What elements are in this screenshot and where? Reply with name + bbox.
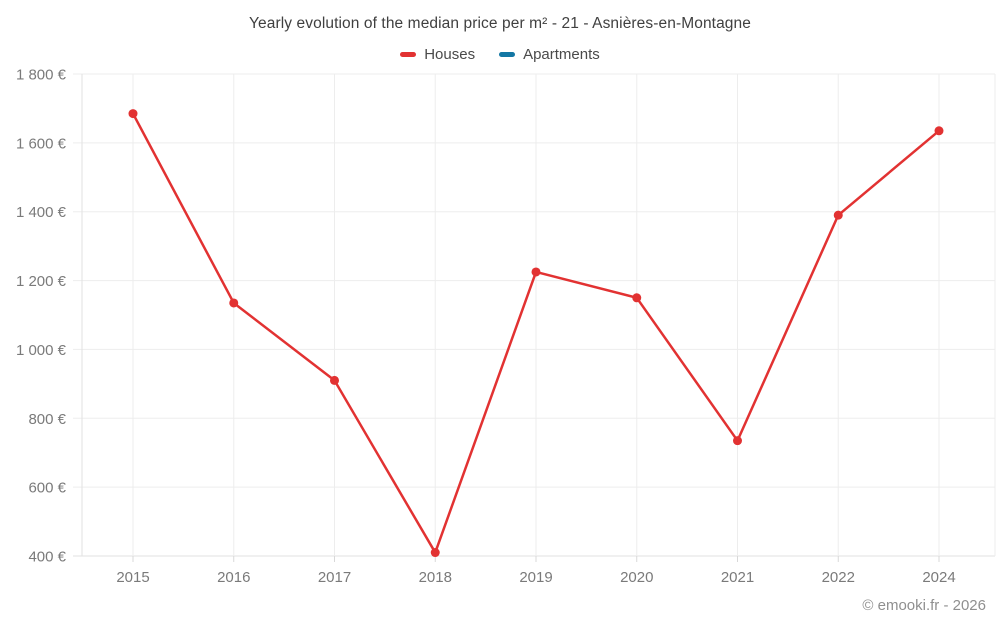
legend-item-apartments[interactable]: Apartments (499, 46, 600, 63)
x-axis-tick-label: 2015 (116, 569, 149, 586)
x-axis-tick-label: 2024 (922, 569, 955, 586)
chart-legend: Houses Apartments (0, 46, 1000, 63)
legend-item-houses[interactable]: Houses (400, 46, 475, 63)
data-point-houses[interactable] (430, 548, 440, 558)
houses-swatch-icon (400, 52, 417, 57)
data-point-houses[interactable] (733, 436, 742, 446)
y-axis-tick-label: 1 800 € (16, 67, 67, 84)
legend-label-houses: Houses (424, 46, 476, 63)
x-axis-tick-label: 2020 (620, 569, 653, 586)
chart-title: Yearly evolution of the median price per… (249, 15, 751, 32)
data-point-houses[interactable] (833, 210, 843, 220)
y-axis-tick-label: 1 000 € (16, 342, 67, 359)
y-axis-tick-label: 600 € (28, 480, 66, 497)
y-axis-tick-label: 400 € (28, 549, 66, 566)
y-axis-tick-label: 1 600 € (16, 135, 67, 152)
data-point-houses[interactable] (531, 267, 541, 277)
data-point-houses[interactable] (934, 126, 944, 136)
data-point-houses[interactable] (229, 298, 239, 308)
y-axis-tick-label: 800 € (28, 411, 66, 428)
x-axis-tick-label: 2021 (721, 569, 754, 586)
x-axis-tick-label: 2018 (419, 569, 452, 586)
y-axis-tick-label: 1 400 € (16, 204, 67, 221)
data-point-houses[interactable] (632, 293, 642, 303)
copyright-credit: © emooki.fr - 2026 (862, 597, 986, 614)
y-axis-tick-label: 1 200 € (16, 273, 67, 290)
x-axis-tick-label: 2019 (519, 569, 552, 586)
legend-label-apartments: Apartments (523, 46, 600, 63)
data-point-houses[interactable] (128, 109, 138, 119)
x-axis-tick-label: 2017 (318, 569, 351, 586)
data-point-houses[interactable] (330, 375, 339, 385)
x-axis-tick-label: 2022 (822, 569, 855, 586)
x-axis-tick-label: 2016 (217, 569, 250, 586)
apartments-swatch-icon (499, 52, 516, 57)
